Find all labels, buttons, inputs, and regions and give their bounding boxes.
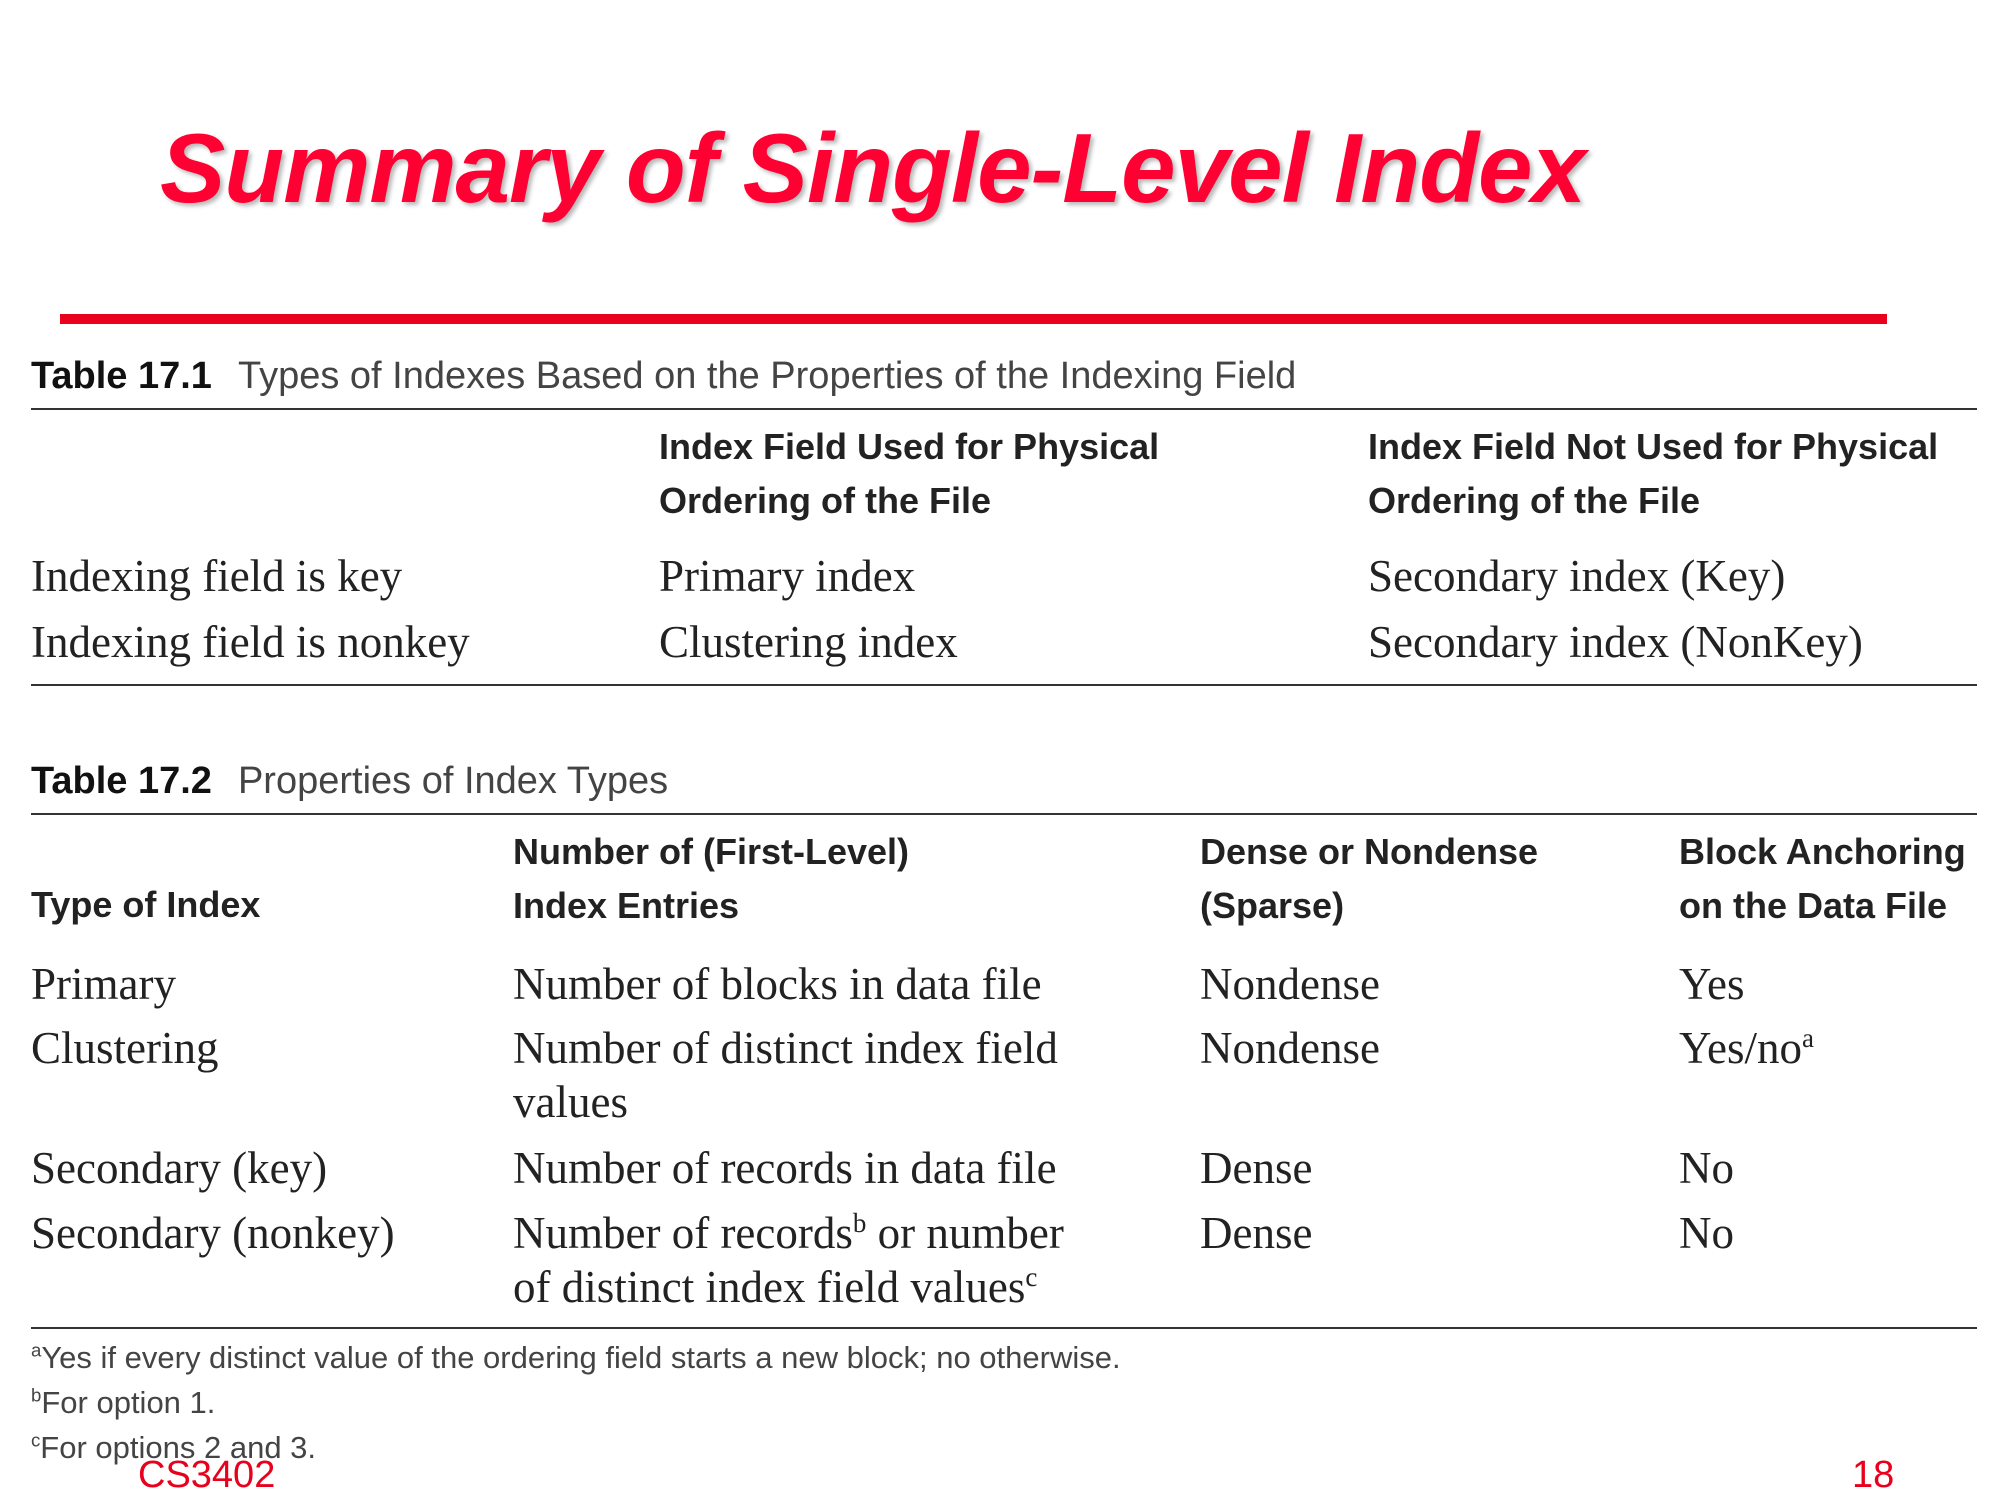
table1-col3-header-line2: Ordering of the File [1368, 480, 1701, 521]
table2-row2-entries: Number of distinct index field values [513, 1021, 1058, 1129]
table2-header-anchoring-line2: on the Data File [1679, 885, 1948, 926]
table2-row2-anchoring: Yes/noa [1679, 1021, 1814, 1075]
title-divider [60, 314, 1887, 324]
table2-row4-anchoring: No [1679, 1208, 1734, 1258]
footer-course: CS3402 [138, 1454, 276, 1496]
table2-row4-entries-line2-text: of distinct index field values [513, 1262, 1026, 1312]
table1-row2-col2: Clustering index [659, 617, 958, 667]
table2-caption: Table 17.2 Properties of Index Types [31, 760, 668, 803]
table2-bottom-rule [31, 1327, 1977, 1329]
table2-header-entries: Number of (First-Level) Index Entries [513, 825, 909, 933]
footnote-a: aYes if every distinct value of the orde… [31, 1340, 1121, 1376]
table2-label: Table 17.2 [31, 760, 212, 802]
table2-row2-type: Clustering [31, 1023, 219, 1073]
footnote-b-mark: b [31, 1384, 42, 1406]
table2-header-dense-line1: Dense or Nondense [1200, 831, 1539, 872]
table2-header-dense-line2: (Sparse) [1200, 885, 1345, 926]
table1-row1-col2: Primary index [659, 551, 916, 601]
table1-col2-header-line2: Ordering of the File [659, 480, 992, 521]
table2-row1-dense: Nondense [1200, 959, 1380, 1009]
table1-col2-header: Index Field Used for Physical Ordering o… [659, 420, 1159, 528]
table2-row2-dense: Nondense [1200, 1023, 1380, 1073]
footnote-mark-a: a [1801, 1023, 1814, 1053]
footnote-a-mark: a [31, 1339, 42, 1361]
slide-title: Summary of Single-Level Index [160, 113, 1586, 223]
table2-top-rule [31, 813, 1977, 815]
table2-header-type: Type of Index [31, 884, 261, 925]
table2-row4-type: Secondary (nonkey) [31, 1208, 395, 1258]
table1-label: Table 17.1 [31, 355, 212, 397]
footnote-mark-b: b [852, 1208, 867, 1238]
table1-col3-header-line1: Index Field Not Used for Physical [1368, 426, 1939, 467]
table2-row3-entries: Number of records in data file [513, 1143, 1057, 1193]
table2-row3-anchoring: No [1679, 1143, 1734, 1193]
table1-bottom-rule [31, 684, 1977, 686]
footnote-c-text: For options 2 and 3. [40, 1430, 317, 1465]
footnote-b-text: For option 1. [41, 1385, 216, 1420]
table1-top-rule [31, 408, 1977, 410]
footnote-c-mark: c [31, 1429, 41, 1451]
footnote-mark-c: c [1025, 1262, 1038, 1292]
table1-row2-label: Indexing field is nonkey [31, 617, 470, 667]
table2-row2-anchoring-text: Yes/no [1679, 1023, 1802, 1073]
table1-caption: Table 17.1 Types of Indexes Based on the … [31, 355, 1296, 398]
footnote-b: bFor option 1. [31, 1385, 215, 1421]
table2-row4-dense: Dense [1200, 1208, 1313, 1258]
table2-header-anchoring-line1: Block Anchoring [1679, 831, 1966, 872]
table2-row2-entries-line1: Number of distinct index field [513, 1023, 1058, 1073]
table1-row2-col3: Secondary index (NonKey) [1368, 617, 1863, 667]
table1-col3-header: Index Field Not Used for Physical Orderi… [1368, 420, 1938, 528]
footnote-c: cFor options 2 and 3. [31, 1430, 316, 1466]
table2-header-entries-line1: Number of (First-Level) [513, 831, 910, 872]
table1-row1-label: Indexing field is key [31, 551, 403, 601]
table2-caption-text: Properties of Index Types [237, 760, 669, 802]
table1-row1-col3: Secondary index (Key) [1368, 551, 1786, 601]
table1-col2-header-line1: Index Field Used for Physical [659, 426, 1160, 467]
table2-row4-entries-line1a: Number of records [513, 1208, 853, 1258]
footnote-a-text: Yes if every distinct value of the order… [41, 1340, 1121, 1375]
table2-row3-dense: Dense [1200, 1143, 1313, 1193]
table2-row1-anchoring: Yes [1679, 959, 1745, 1009]
table2-header-dense: Dense or Nondense (Sparse) [1200, 825, 1538, 933]
table2-row4-entries-line1b: or number [866, 1208, 1064, 1258]
table2-header-entries-line2: Index Entries [513, 885, 740, 926]
footer-page-number: 18 [1852, 1454, 1895, 1496]
table2-row4-entries: Number of recordsb or number of distinct… [513, 1206, 1064, 1314]
table2-row2-entries-line2: values [513, 1077, 628, 1127]
table1-caption-text: Types of Indexes Based on the Properties… [237, 355, 1297, 397]
table2-row4-entries-line2: of distinct index field valuesc [513, 1260, 1064, 1314]
table2-row3-type: Secondary (key) [31, 1143, 328, 1193]
table2-header-anchoring: Block Anchoring on the Data File [1679, 825, 1966, 933]
table2-row1-type: Primary [31, 959, 176, 1009]
table2-row1-entries: Number of blocks in data file [513, 959, 1042, 1009]
table2-row4-entries-line1: Number of recordsb or number [513, 1206, 1064, 1260]
